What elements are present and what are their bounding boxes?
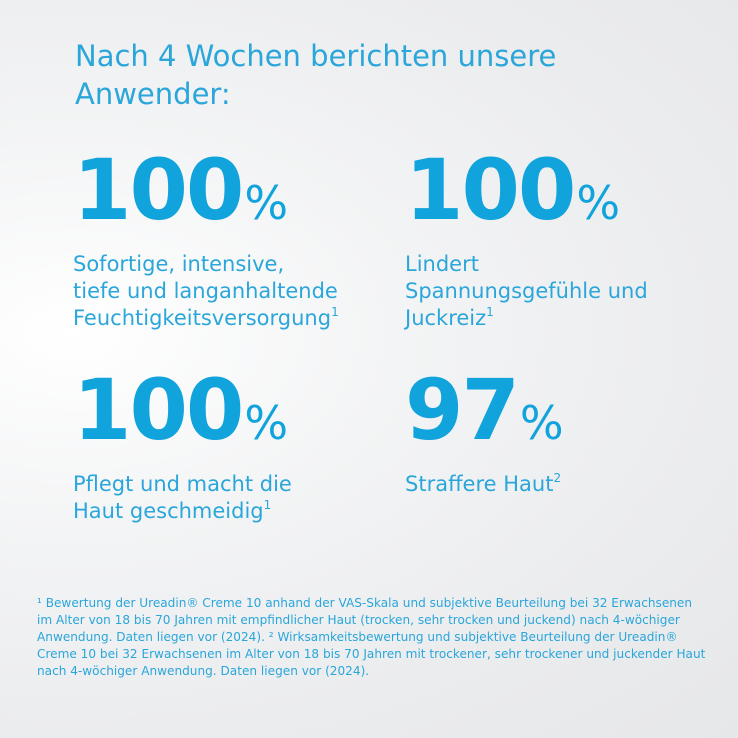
- stat-value: 100%: [73, 361, 289, 459]
- percent-sign: %: [576, 176, 621, 230]
- stat-block-smoothness: 100% Pflegt und macht die Haut geschmeid…: [73, 368, 393, 525]
- stat-value: 100%: [405, 141, 621, 239]
- headline: Nach 4 Wochen berichten unsere Anwender:: [75, 39, 557, 111]
- footnote-ref: 1: [486, 305, 494, 319]
- stat-description: Straffere Haut2: [405, 471, 562, 496]
- footnote-ref: 1: [331, 305, 339, 319]
- stat-block-itch-relief: 100% Lindert Spannungsgefühle und Juckre…: [405, 148, 725, 332]
- stat-description: Lindert Spannungsgefühle und Juckreiz1: [405, 252, 648, 330]
- stat-block-hydration: 100% Sofortige, intensive, tiefe und lan…: [73, 148, 393, 332]
- stat-block-firmness: 97% Straffere Haut2: [405, 368, 725, 498]
- percent-sign: %: [519, 396, 564, 450]
- stat-value: 100%: [73, 141, 289, 239]
- footnote-ref: 2: [553, 471, 562, 485]
- percent-sign: %: [244, 176, 289, 230]
- percent-sign: %: [244, 396, 289, 450]
- footnote-ref: 1: [263, 498, 272, 512]
- footnote-text: ¹ Bewertung der Ureadin® Creme 10 anhand…: [37, 596, 706, 678]
- stat-description: Sofortige, intensive, tiefe und langanha…: [73, 252, 339, 330]
- stat-description: Pflegt und macht die Haut geschmeidig1: [73, 472, 292, 523]
- stat-value: 97%: [405, 361, 564, 459]
